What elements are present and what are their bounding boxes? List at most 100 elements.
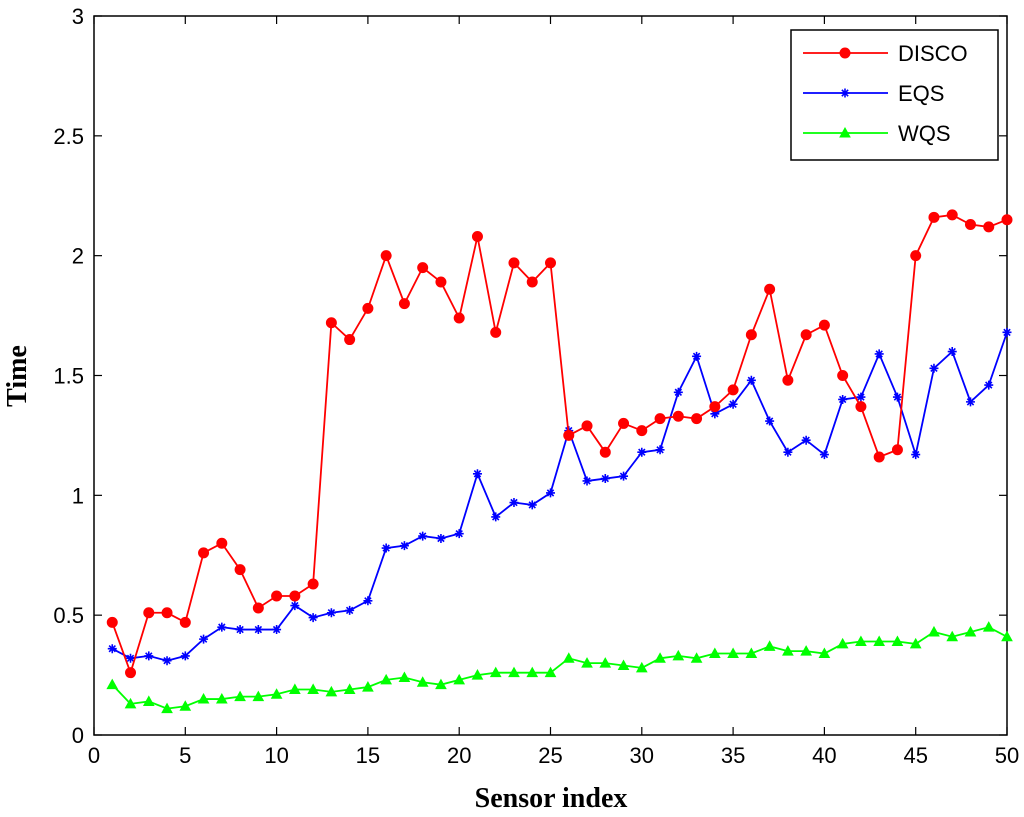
legend-box	[790, 29, 999, 161]
legend: DISCO EQS WQS	[790, 29, 999, 161]
data-point-wqs	[800, 645, 812, 656]
data-point-disco	[161, 607, 173, 619]
legend-label-disco: DISCO	[898, 41, 968, 66]
data-point-eqs	[783, 447, 793, 457]
data-point-eqs	[509, 498, 519, 508]
data-point-disco	[800, 329, 812, 341]
data-point-wqs	[818, 647, 831, 659]
data-point-wqs	[161, 702, 173, 714]
data-point-disco	[636, 425, 648, 437]
data-point-disco	[855, 401, 867, 413]
data-point-eqs	[107, 644, 117, 654]
data-point-wqs	[727, 647, 739, 659]
data-point-disco	[234, 564, 246, 576]
data-point-disco	[143, 607, 155, 619]
data-point-disco	[782, 374, 794, 386]
data-point-wqs	[343, 683, 356, 694]
series-line-wqs	[111, 626, 1008, 710]
y-tick-label: 2.5	[53, 124, 84, 149]
data-point-wqs	[599, 657, 612, 668]
data-point-disco	[581, 420, 593, 432]
data-point-eqs	[856, 392, 866, 402]
data-point-disco	[691, 413, 703, 425]
data-point-disco	[873, 451, 885, 463]
data-point-eqs	[655, 445, 665, 455]
data-point-wqs	[325, 685, 338, 697]
data-point-eqs	[436, 533, 446, 543]
x-axis-title: Sensor index	[475, 783, 628, 814]
data-point-eqs	[162, 656, 172, 666]
data-point-wqs	[508, 666, 520, 678]
x-tick-label: 40	[812, 743, 836, 768]
data-point-disco	[198, 547, 210, 559]
data-point-disco	[1001, 214, 1013, 226]
data-point-wqs	[581, 657, 593, 668]
y-tick-label: 3	[72, 4, 84, 29]
data-point-eqs	[399, 541, 409, 551]
y-axis-title: Time	[2, 345, 33, 407]
series-wqs	[106, 621, 1013, 714]
data-point-disco	[508, 257, 520, 269]
x-tick-label: 50	[995, 743, 1019, 768]
data-point-eqs	[929, 363, 939, 373]
data-point-disco	[216, 537, 228, 549]
data-point-wqs	[398, 671, 411, 682]
data-point-eqs	[546, 488, 555, 498]
data-point-eqs	[235, 625, 245, 635]
data-point-eqs	[838, 394, 848, 404]
data-point-eqs	[600, 474, 610, 484]
data-point-wqs	[289, 683, 301, 694]
data-point-disco	[289, 590, 301, 602]
series-line-eqs	[111, 332, 1008, 662]
data-point-disco	[526, 276, 538, 288]
data-point-wqs	[380, 673, 393, 685]
data-point-eqs	[819, 450, 829, 460]
y-tick-label: 1	[72, 483, 84, 508]
data-point-eqs	[582, 476, 592, 486]
y-tick-label: 0	[72, 723, 84, 748]
data-point-disco	[307, 578, 319, 590]
data-point-disco	[490, 326, 502, 338]
data-point-wqs	[654, 652, 666, 663]
data-point-wqs	[234, 690, 246, 702]
data-point-disco	[344, 334, 356, 346]
data-point-wqs	[782, 645, 794, 656]
data-point-wqs	[836, 637, 849, 649]
data-point-disco	[946, 209, 958, 221]
series-layer	[106, 209, 1013, 714]
data-point-eqs	[965, 397, 975, 407]
y-tick-label: 2	[72, 244, 84, 269]
data-point-eqs	[272, 625, 282, 635]
legend-label-eqs: EQS	[898, 81, 944, 106]
data-point-wqs	[544, 666, 557, 678]
data-point-wqs	[635, 661, 648, 673]
x-tick-label: 15	[356, 743, 380, 768]
data-point-wqs	[362, 681, 374, 692]
data-point-wqs	[946, 630, 959, 642]
x-tick-label: 10	[264, 743, 288, 768]
y-tick-label: 0.5	[53, 603, 84, 628]
data-point-disco	[398, 298, 410, 310]
data-point-wqs	[489, 666, 502, 678]
data-point-wqs	[416, 676, 429, 687]
data-point-disco	[764, 283, 776, 295]
data-point-wqs	[855, 635, 867, 647]
data-point-wqs	[891, 635, 904, 647]
data-point-eqs	[710, 409, 720, 419]
data-point-disco	[252, 602, 264, 614]
data-point-eqs	[527, 500, 537, 510]
data-point-eqs	[692, 351, 702, 361]
data-point-wqs	[307, 683, 319, 694]
data-point-wqs	[617, 659, 630, 670]
data-point-wqs	[270, 688, 283, 699]
data-point-wqs	[179, 700, 192, 711]
data-point-wqs	[873, 635, 886, 647]
data-point-wqs	[526, 666, 539, 678]
data-point-disco	[380, 250, 392, 262]
data-point-disco	[709, 401, 721, 413]
data-point-disco	[654, 413, 666, 425]
data-point-wqs	[435, 678, 447, 690]
data-point-wqs	[708, 647, 721, 659]
data-point-disco	[837, 370, 849, 381]
data-point-disco	[745, 329, 757, 341]
